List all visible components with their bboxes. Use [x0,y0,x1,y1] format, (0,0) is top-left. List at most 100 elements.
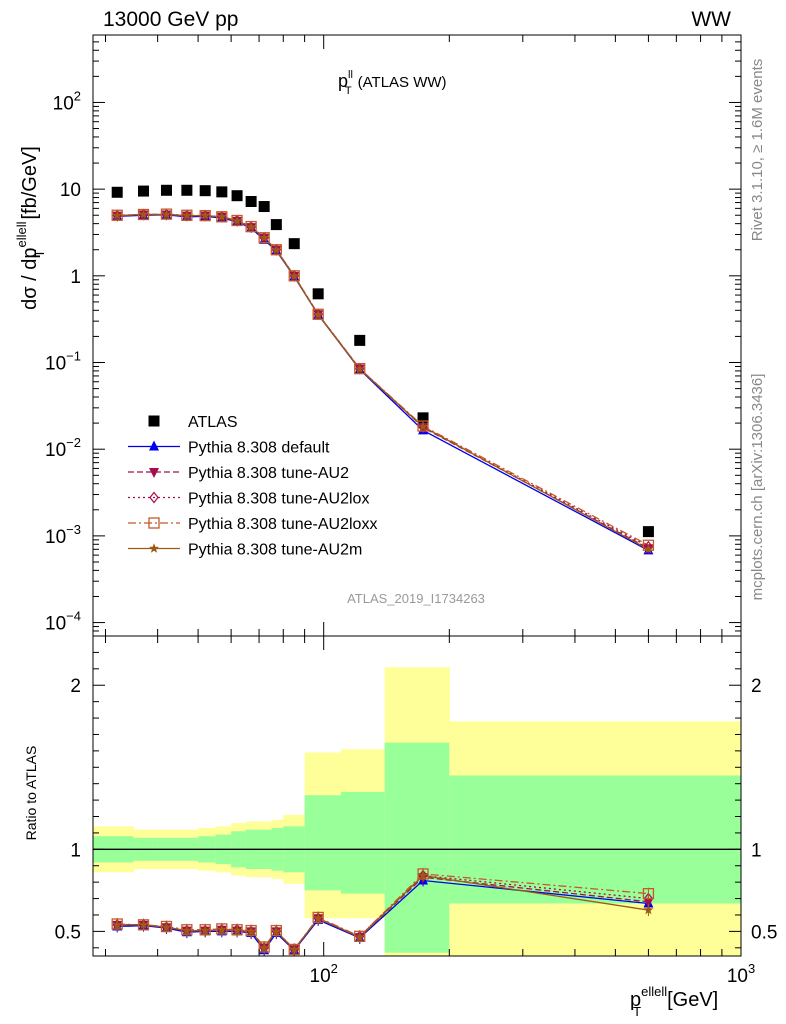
y-tick-label: 10 [60,180,81,201]
y-tick-label: 10−3 [45,522,81,548]
ratio-point [200,925,211,935]
data-point [246,221,257,232]
data-point [354,334,366,346]
legend-marker [149,440,159,451]
ratio-point [313,913,324,923]
plot-title-sup: ll [348,69,353,81]
plot-title-rest: (ATLAS WW) [358,74,447,91]
ratio-point [642,887,655,900]
legend-label: Pythia 8.308 tune-AU2lox [188,491,369,508]
data-point [181,209,193,221]
ratio-point [259,942,270,952]
x-tick-label: 102 [310,961,338,987]
data-point [642,526,654,538]
data-point [200,210,211,220]
ratio-point [161,922,172,932]
data-point [258,201,270,213]
data-point [288,238,300,250]
data-point [288,270,300,282]
x-axis-label-units: [GeV] [667,989,718,1011]
data-point [112,210,123,220]
legend-item: Pythia 8.308 tune-AU2lox [128,491,369,508]
ratio-point [354,931,365,942]
y-axis-label-sup: ellell [14,221,29,247]
data-point [271,244,282,255]
ratio-y-tick-label-right: 0.5 [751,922,777,943]
data-point [232,215,242,226]
y-axis-label: dσ / dpellellT [fb/GeV] [14,146,47,310]
ratio-point [643,892,654,905]
data-point [161,209,172,219]
data-point [245,220,257,233]
data-point [259,232,270,242]
side-text-rivet: Rivet 3.1.10, ≥ 1.6M events [749,59,766,242]
ratio-point [418,870,428,880]
legend-label: ATLAS [188,414,238,431]
ratio-plot: 0.5 0.5 1 1 2 2 102 103 [55,635,777,987]
legend-item: Pythia 8.308 tune-AU2m [128,542,362,559]
ratio-plot-frame [92,635,742,957]
data-point [199,185,211,197]
data-point [111,209,123,221]
data-point [354,363,365,374]
ratio-y-tick-label: 0.5 [55,922,81,943]
plot-title-main: p [338,71,348,91]
legend-item: Pythia 8.308 tune-AU2 [128,465,349,482]
data-point [231,214,243,227]
ratio-y-tick-label: 1 [70,840,81,861]
main-plot: 102 10 1 10−1 10−2 10−3 10−4 [45,34,742,637]
data-point [270,219,282,231]
side-text-mcplots: mcplots.cern.ch [arXiv:1306.3436] [749,374,766,601]
legend: ATLAS Pythia 8.308 default Pythia 8.308 tu… [128,414,377,559]
data-point [417,420,429,432]
ratio-y-tick-label-right: 1 [751,840,762,861]
y-tick-label: 1 [70,267,81,288]
legend-marker [149,543,159,553]
plot-title: pll T (ATLAS WW) [338,69,447,97]
y-tick-label: 10−4 [45,609,81,635]
ratio-point [246,926,257,936]
ratio-point [112,919,123,929]
data-point [231,190,243,202]
ratio-point [289,944,300,954]
x-axis-label: pellell T [GeV] [630,984,718,1019]
y-tick-label: 102 [53,88,81,114]
data-point [270,244,282,256]
data-point [181,184,193,196]
data-point [138,185,150,197]
data-point [138,209,149,219]
y-axis-label-prefix: dσ / dp [19,247,41,309]
data-point [313,309,324,319]
legend-item: ATLAS [148,414,238,431]
data-point [289,271,300,281]
x-axis-label-sup: ellell [641,984,667,999]
data-point [216,211,227,221]
ratio-axis-label: Ratio to ATLAS [23,746,39,841]
plot-title-sub: T [345,85,352,97]
legend-marker [148,517,160,529]
data-point [160,208,173,220]
data-point [354,362,366,375]
x-tick-label: 103 [727,961,755,987]
legend-marker [148,415,160,427]
legend-item: Pythia 8.308 default [128,440,330,457]
x-axis-label-sub: T [633,1004,641,1019]
data-point [216,186,228,198]
legend-label: Pythia 8.308 tune-AU2m [188,542,362,559]
data-point [181,210,192,220]
watermark-text: ATLAS_2019_I1734263 [347,591,485,606]
legend-marker [149,491,159,504]
ratio-y-tick-label: 2 [70,676,81,697]
x-axis-label-main: p [630,989,641,1011]
stat-band [340,791,386,894]
data-point [312,308,324,320]
stat-band [384,742,450,953]
data-point [418,421,428,431]
data-point [245,196,257,208]
legend-label: Pythia 8.308 tune-AU2 [188,465,349,482]
ratio-point [216,924,227,934]
header-left-text: 13000 GeV pp [103,8,238,31]
ratio-point [138,919,149,929]
y-tick-label: 10−2 [45,435,81,461]
